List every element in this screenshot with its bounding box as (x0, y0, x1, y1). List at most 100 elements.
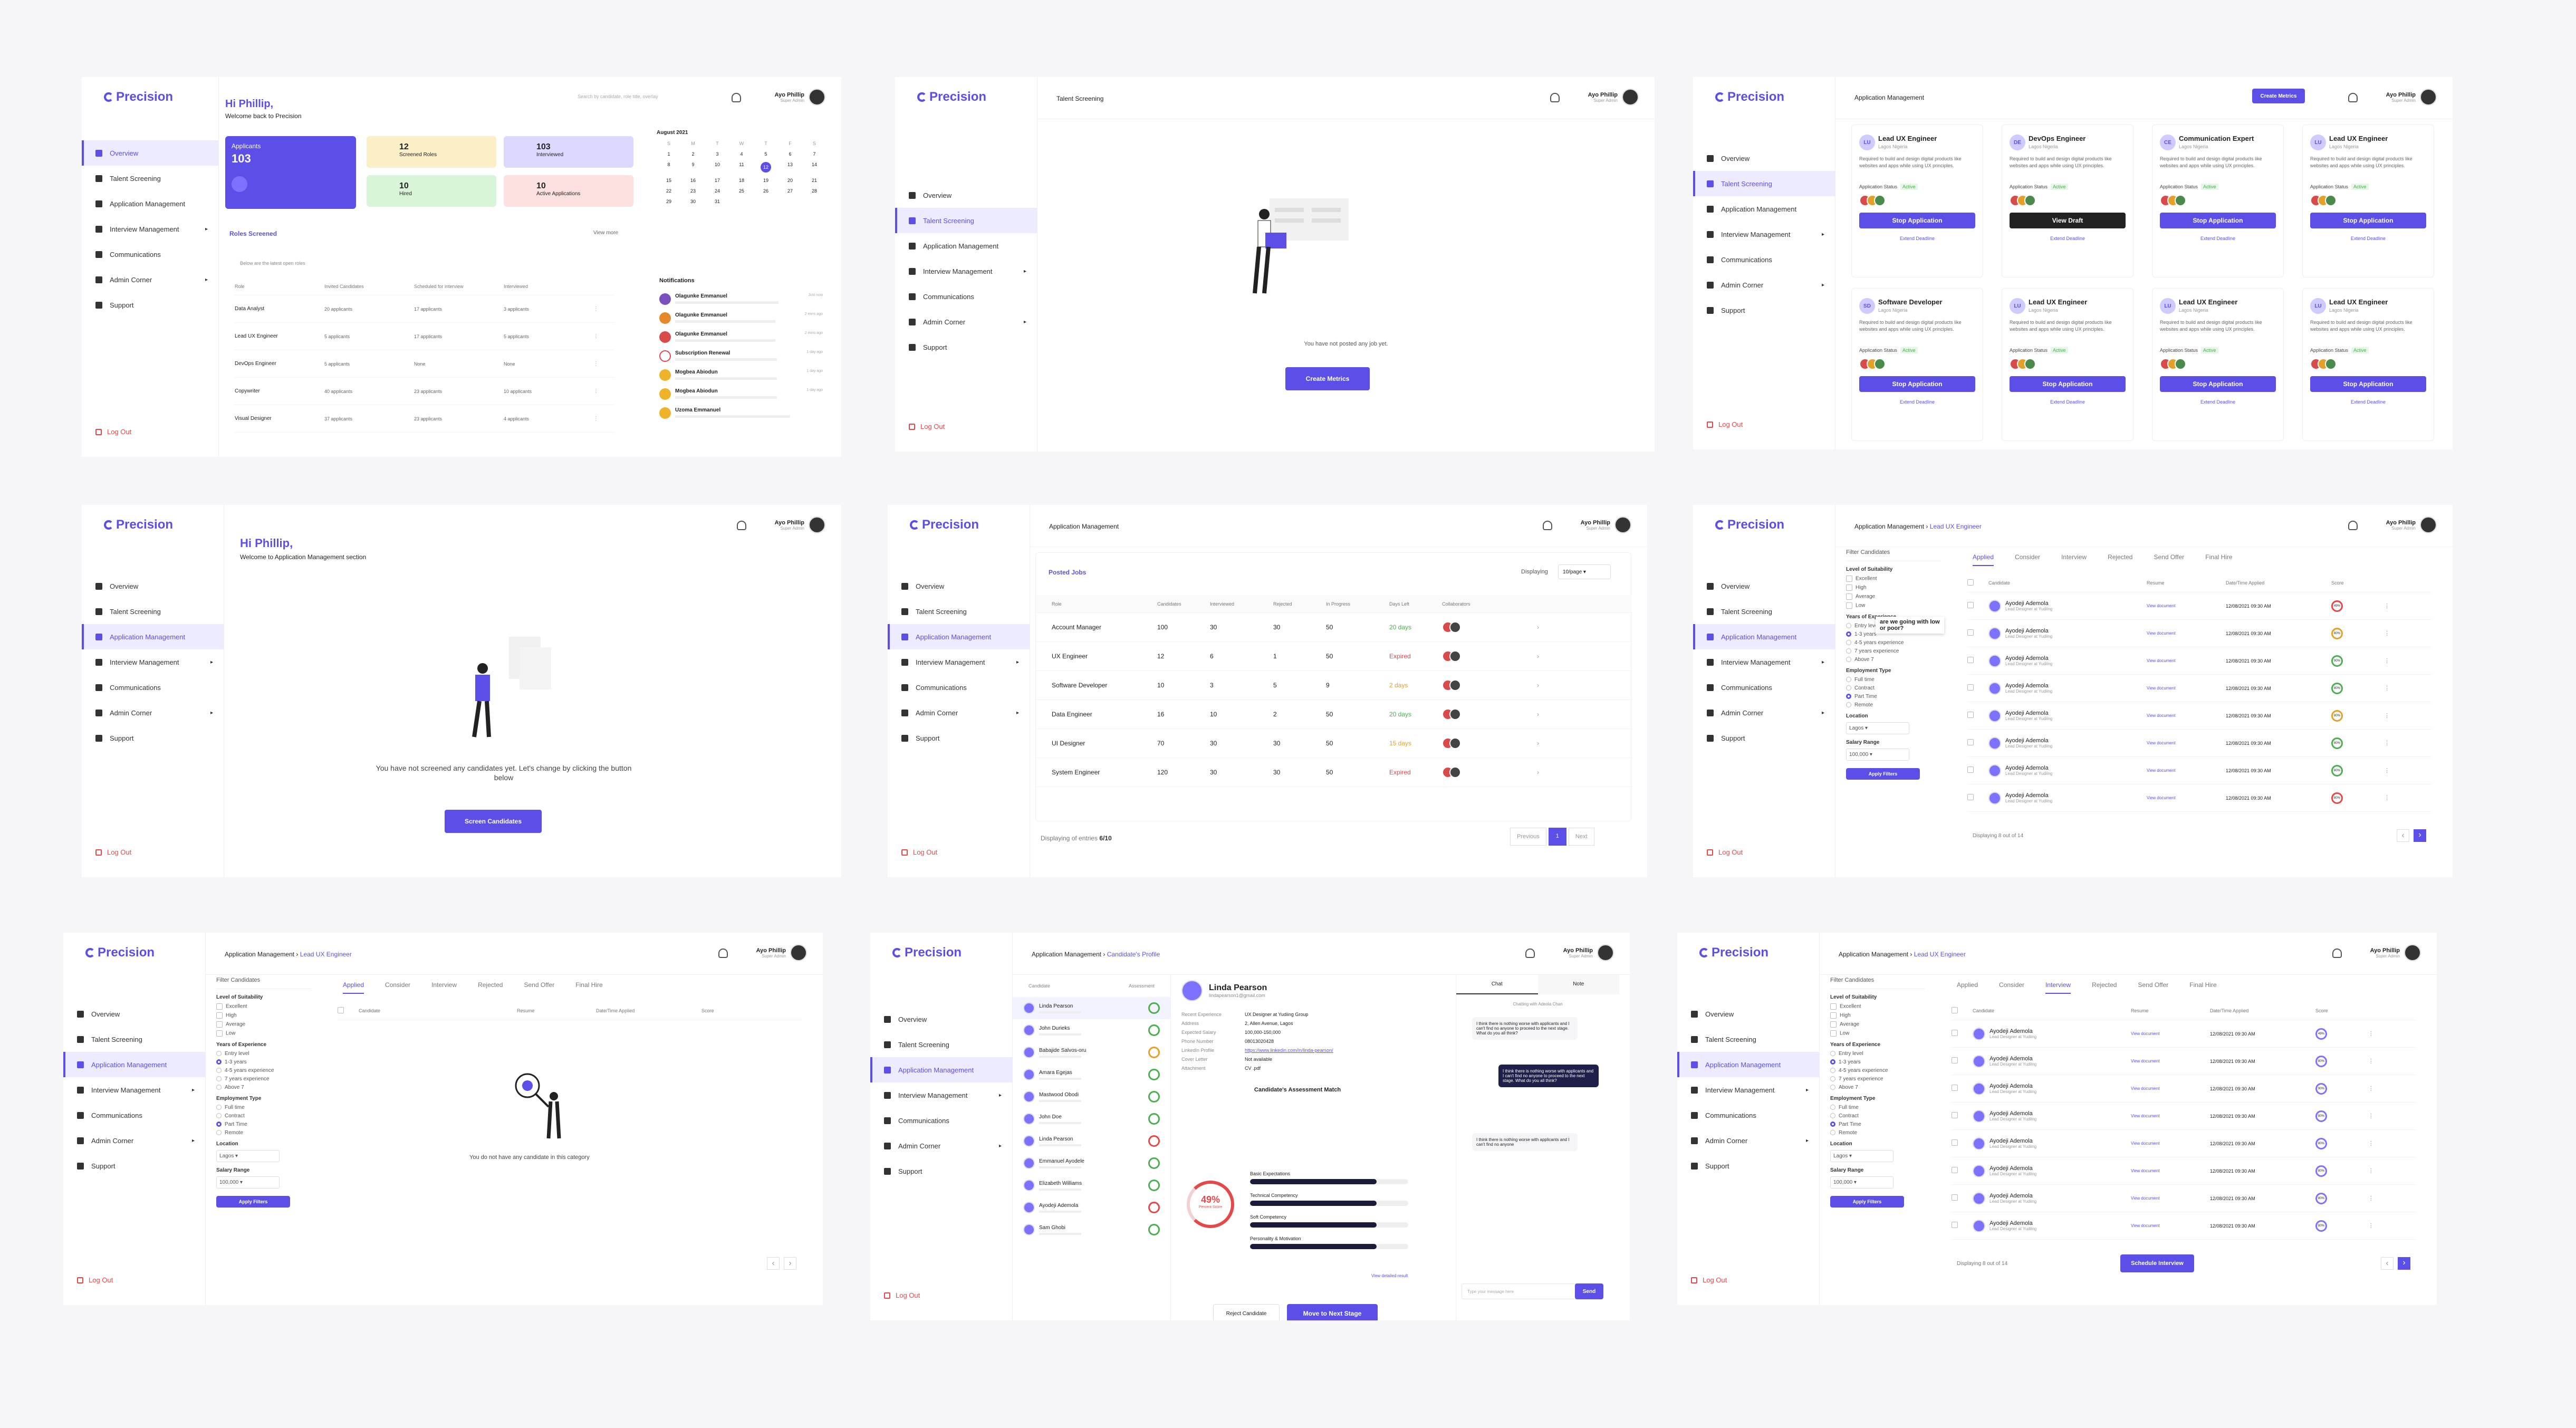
radio[interactable] (1830, 1085, 1835, 1090)
radio[interactable] (216, 1130, 222, 1136)
nav-item-2[interactable]: Application Management (888, 624, 1030, 649)
filter-option[interactable]: Contract (216, 1113, 311, 1119)
checkbox[interactable] (1967, 629, 1974, 636)
notification-item[interactable]: Olagunke Emmanuel Just now (659, 293, 823, 305)
chevron-right-icon[interactable]: › (1537, 653, 1539, 660)
radio[interactable] (1830, 1113, 1835, 1119)
nav-item-0[interactable]: Overview (1693, 573, 1835, 599)
radio[interactable] (1846, 631, 1851, 637)
table-row[interactable]: Ayodeji Ademola Lead Designer at Yudiing V… (1967, 675, 2431, 702)
table-row[interactable]: Software Developer 10 3 5 9 2 days › (1036, 671, 1632, 700)
logout-button[interactable]: Log Out (909, 423, 945, 430)
more-icon[interactable]: ⋮ (593, 333, 599, 339)
checkbox[interactable] (1952, 1057, 1958, 1063)
screen-candidates-button[interactable]: Screen Candidates (445, 810, 542, 833)
tab-consider[interactable]: Consider (1999, 981, 2025, 989)
nav-item-6[interactable]: Support (870, 1158, 1012, 1184)
filter-option[interactable]: Entry level (216, 1051, 311, 1057)
resume-link[interactable]: View document (2131, 1168, 2160, 1173)
logout-button[interactable]: Log Out (1707, 848, 1743, 856)
field-value[interactable]: https://www.linkedin.com/in/linda-pearso… (1245, 1048, 1333, 1053)
chevron-right-icon[interactable]: › (1537, 740, 1539, 747)
tab-rejected[interactable]: Rejected (478, 981, 503, 989)
nav-item-6[interactable]: Support (1693, 725, 1835, 751)
nav-item-5[interactable]: Admin Corner ▸ (1693, 700, 1835, 725)
bell-icon[interactable] (718, 948, 728, 958)
extend-deadline-link[interactable]: Extend Deadline (2050, 399, 2085, 405)
calendar-day[interactable]: 22 (666, 188, 671, 194)
nav-item-4[interactable]: Communications (888, 675, 1030, 700)
filter-option[interactable]: Above 7 (216, 1085, 311, 1090)
per-page-select[interactable]: 10/page ▾ (1558, 564, 1611, 579)
apply-filters-button[interactable]: Apply Filters (216, 1196, 290, 1207)
nav-item-2[interactable]: Application Management (1693, 196, 1835, 222)
nav-item-5[interactable]: Admin Corner ▸ (63, 1128, 205, 1153)
filter-option[interactable]: Low (216, 1030, 311, 1037)
filter-option[interactable]: 7 years experience (216, 1076, 311, 1082)
list-item[interactable]: Linda Pearson (1013, 1130, 1170, 1152)
calendar-day[interactable]: 25 (738, 188, 744, 194)
calendar-day[interactable]: 4 (740, 151, 743, 157)
location-select[interactable]: Lagos ▾ (1830, 1150, 1893, 1162)
filter-option[interactable]: Excellent (216, 1003, 311, 1010)
checkbox[interactable] (1967, 712, 1974, 718)
job-card[interactable]: SD Software Developer Lagos Nigeria Require… (1851, 288, 1983, 441)
nav-item-2[interactable]: Application Management (895, 233, 1037, 258)
calendar-day[interactable]: 16 (690, 178, 696, 183)
filter-option[interactable]: Low (1830, 1030, 1925, 1037)
table-row[interactable]: Ayodeji Ademola Lead Designer at Yudiing V… (1967, 784, 2431, 812)
calendar-day[interactable]: 3 (716, 151, 719, 157)
stop-application-button[interactable]: Stop Application (2160, 213, 2276, 228)
filter-option[interactable]: Full time (1830, 1105, 1925, 1110)
more-icon[interactable]: ⋮ (2368, 1141, 2374, 1147)
calendar-day[interactable]: 21 (811, 178, 817, 183)
more-icon[interactable]: ⋮ (2384, 685, 2390, 692)
checkbox[interactable] (1967, 579, 1974, 586)
radio[interactable] (1830, 1076, 1835, 1082)
checkbox[interactable] (1952, 1222, 1958, 1228)
job-card[interactable]: LU Lead UX Engineer Lagos Nigeria Required … (2002, 288, 2133, 441)
resume-link[interactable]: View document (2147, 686, 2176, 691)
view-more-link[interactable]: View more (593, 230, 619, 236)
more-icon[interactable]: ⋮ (593, 306, 599, 312)
nav-item-1[interactable]: Talent Screening (888, 599, 1030, 624)
nav-item-5[interactable]: Admin Corner ▸ (1677, 1128, 1819, 1153)
radio[interactable] (216, 1051, 222, 1057)
calendar-day[interactable]: 29 (666, 199, 671, 204)
nav-item-1[interactable]: Talent Screening (63, 1027, 205, 1052)
checkbox[interactable] (1830, 1021, 1837, 1028)
checkbox[interactable] (1967, 766, 1974, 773)
radio[interactable] (1830, 1130, 1835, 1136)
filter-option[interactable]: High (1830, 1012, 1925, 1019)
calendar-day[interactable]: 13 (787, 162, 793, 167)
more-icon[interactable]: ⋮ (2384, 713, 2390, 719)
nav-item-2[interactable]: Application Management (870, 1057, 1012, 1082)
radio[interactable] (1830, 1051, 1835, 1057)
nav-item-0[interactable]: Overview (63, 1001, 205, 1027)
checkbox[interactable] (216, 1003, 223, 1010)
user-menu[interactable]: Ayo Phillip Super Admin (1581, 516, 1631, 533)
tab-final-hire[interactable]: Final Hire (575, 981, 603, 989)
stat-hired[interactable]: 10 Hired (367, 175, 496, 207)
extend-deadline-link[interactable]: Extend Deadline (2050, 236, 2085, 241)
user-menu[interactable]: Ayo Phillip Super Admin (1588, 89, 1639, 106)
calendar-day[interactable]: 6 (789, 151, 792, 157)
nav-item-3[interactable]: Interview Management ▸ (1693, 649, 1835, 675)
nav-item-6[interactable]: Support (63, 1153, 205, 1178)
more-icon[interactable]: ⋮ (2384, 658, 2390, 664)
next-button[interactable]: Next (1568, 828, 1594, 846)
nav-overview[interactable]: Overview (82, 140, 218, 166)
checkbox[interactable] (1846, 584, 1852, 591)
send-button[interactable]: Send (1575, 1283, 1603, 1299)
radio[interactable] (216, 1076, 222, 1082)
notification-item[interactable]: Mogbea Abiodun 1 day ago (659, 388, 823, 400)
bell-icon[interactable] (1543, 521, 1552, 530)
nav-item-0[interactable]: Overview (1693, 146, 1835, 171)
tab-interview[interactable]: Interview (2045, 981, 2071, 994)
user-menu[interactable]: Ayo Phillip Super Admin (775, 516, 825, 533)
extend-deadline-link[interactable]: Extend Deadline (1899, 236, 1935, 241)
filter-option[interactable]: Full time (1846, 677, 1941, 683)
extend-deadline-link[interactable]: Extend Deadline (2350, 236, 2386, 241)
more-icon[interactable]: ⋮ (2368, 1168, 2374, 1174)
bell-icon[interactable] (1525, 948, 1535, 958)
